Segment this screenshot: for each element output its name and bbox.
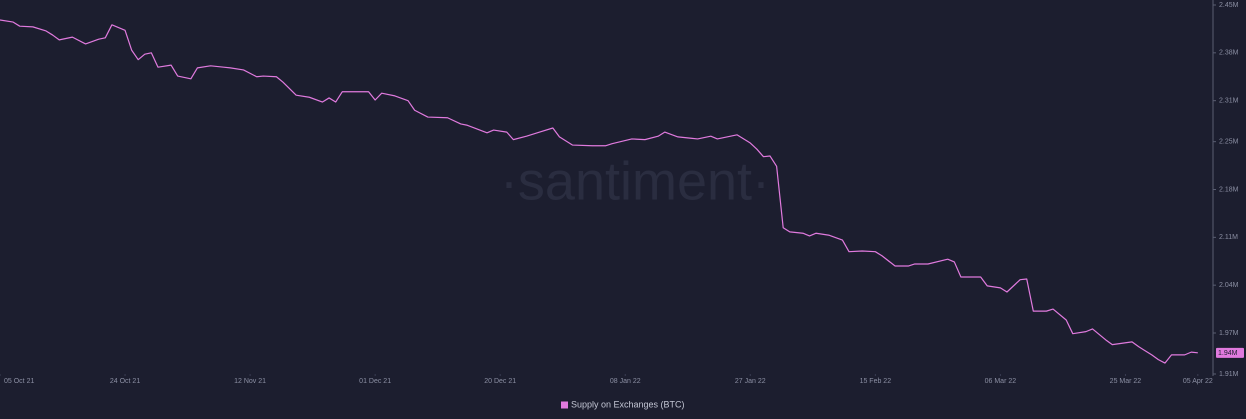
y-tick-label: 1.91M [1219,371,1239,378]
y-tick-label: 2.04M [1219,282,1239,289]
x-tick-label: 15 Feb 22 [860,378,892,385]
y-tick-label: 2.38M [1219,50,1239,57]
y-tick-label: 2.45M [1219,2,1239,9]
current-value-label: 1.94M [1218,350,1238,357]
x-tick-label: 24 Oct 21 [110,378,140,385]
x-tick-label: 25 Mar 22 [1110,378,1142,385]
x-tick-label: 05 Oct 21 [4,378,34,385]
y-tick-label: 2.18M [1219,186,1239,193]
x-tick-label: 27 Jan 22 [735,378,766,385]
legend-label: Supply on Exchanges (BTC) [571,399,685,409]
x-tick-label: 20 Dec 21 [484,378,516,385]
x-tick-label: 01 Dec 21 [359,378,391,385]
x-tick-label: 12 Nov 21 [234,378,266,385]
x-tick-label: 06 Mar 22 [985,378,1017,385]
y-tick-label: 1.97M [1219,330,1239,337]
x-tick-label: 05 Apr 22 [1183,378,1213,385]
y-tick-label: 2.31M [1219,98,1239,105]
current-value-badge [1216,347,1244,358]
y-tick-label: 2.11M [1219,234,1238,241]
y-tick-label: 2.25M [1219,139,1239,146]
x-tick-label: 08 Jan 22 [610,378,641,385]
legend-swatch [561,401,568,409]
watermark: ·santiment· [500,151,770,211]
data-line [0,19,1198,364]
